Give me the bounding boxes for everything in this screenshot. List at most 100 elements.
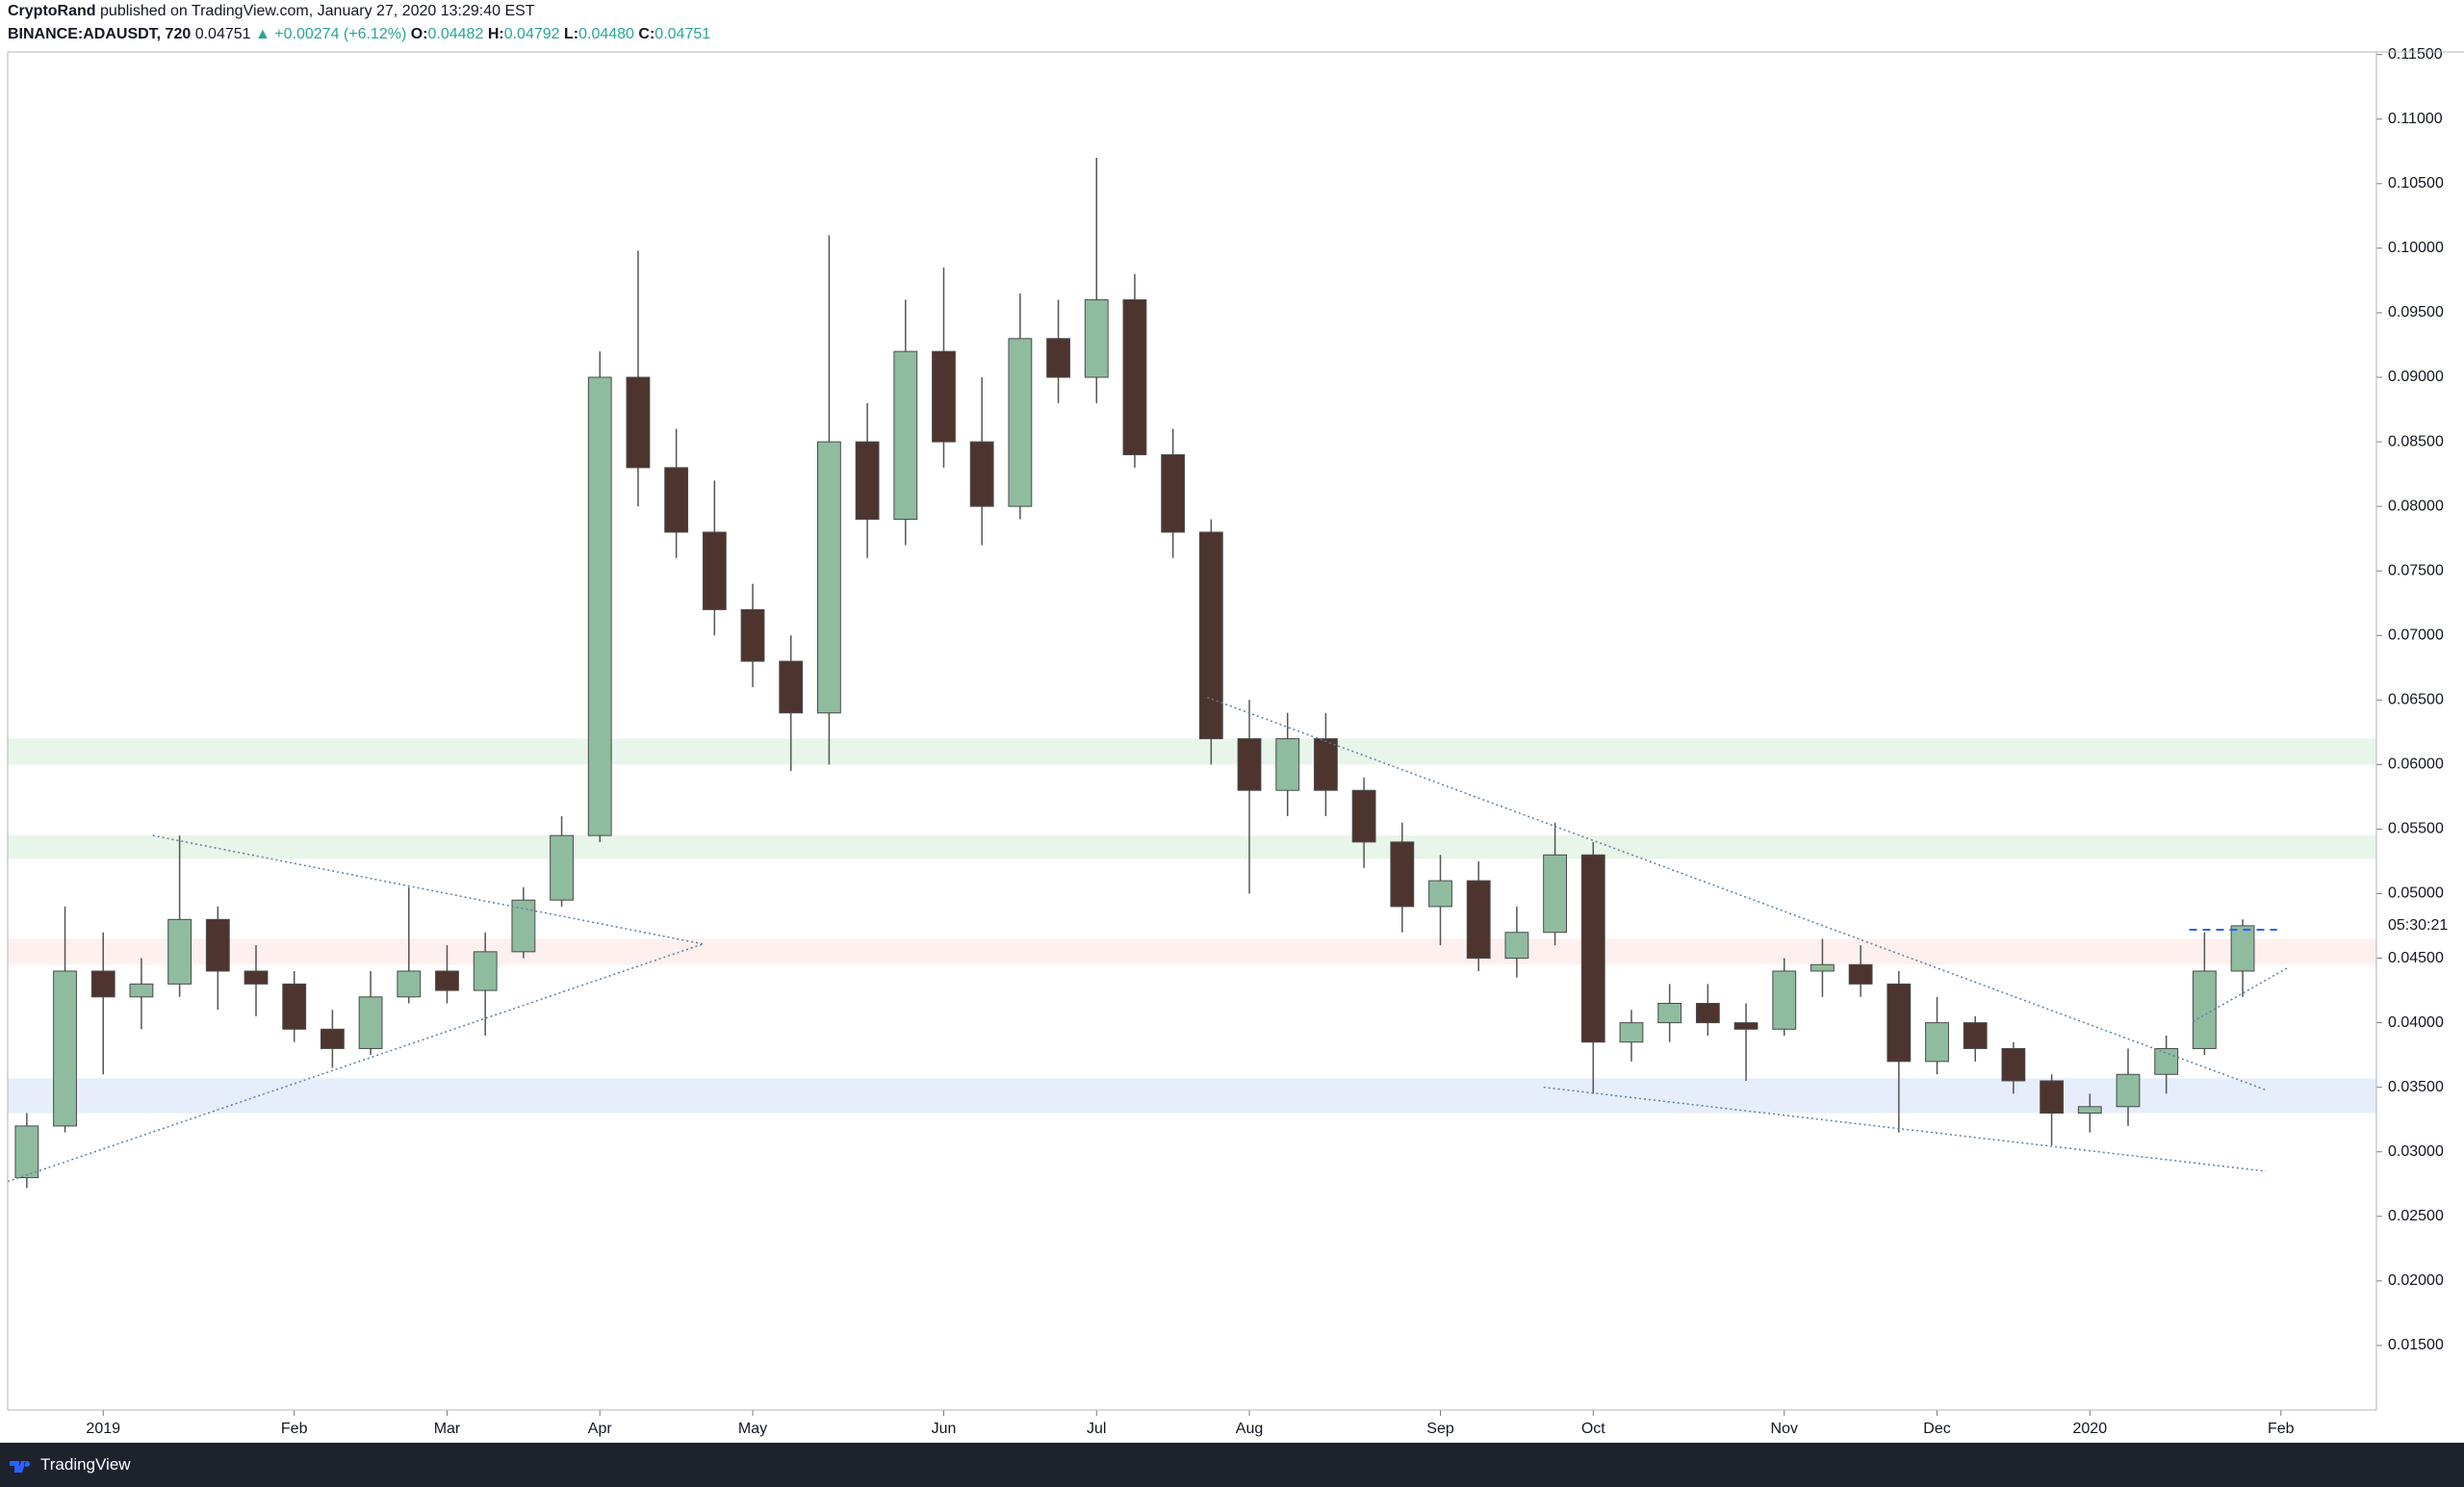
x-tick-label: Mar: [434, 1421, 461, 1437]
y-tick-label: 0.07000: [2388, 627, 2444, 643]
c-label: C:: [638, 26, 655, 42]
candle-body: [1198, 531, 1223, 740]
candle-body: [435, 970, 459, 991]
candle-body: [244, 970, 269, 985]
y-tick-label: 0.06500: [2388, 692, 2444, 708]
trendline: [1543, 1086, 2266, 1172]
candle-body: [282, 983, 307, 1030]
candle-body: [1695, 1003, 1720, 1024]
x-tick-label: 2020: [2073, 1421, 2108, 1437]
header-line: CryptoRand published on TradingView.com,…: [8, 0, 2464, 23]
candle-body: [473, 951, 498, 991]
candle-body: [205, 918, 230, 972]
candle-body: [664, 467, 689, 533]
zone: [8, 1078, 2376, 1114]
candle-body: [587, 376, 612, 836]
x-tick-label: Dec: [1923, 1421, 1950, 1437]
trendline: [152, 834, 704, 945]
h: 0.04792: [503, 26, 560, 42]
trendline: [7, 943, 704, 1183]
y-tick-label: 0.06000: [2388, 756, 2444, 773]
x-tick-label: May: [738, 1421, 767, 1437]
candle-body: [626, 376, 651, 469]
candle-body: [14, 1125, 39, 1179]
trendline: [2193, 966, 2290, 1022]
candle-body: [779, 660, 804, 714]
x-tick-label: Oct: [1581, 1421, 1605, 1437]
countdown: 05:30:21: [2388, 917, 2448, 934]
y-tick-label: 0.11000: [2388, 111, 2443, 127]
y-tick-label: 0.08000: [2388, 498, 2444, 514]
x-tick-label: Jul: [1087, 1421, 1106, 1437]
x-tick-label: Sep: [1426, 1421, 1454, 1437]
candle-body: [1619, 1022, 1644, 1043]
y-tick-label: 0.03000: [2388, 1143, 2444, 1160]
candle-body: [1848, 963, 1873, 985]
candle-body: [1580, 854, 1605, 1043]
y-tick-label: 0.02500: [2388, 1208, 2444, 1224]
candle-body: [2116, 1073, 2141, 1108]
candle-body: [817, 441, 841, 714]
candle-body: [1963, 1022, 1988, 1049]
candle-body: [1237, 738, 1262, 791]
x-tick-label: Apr: [588, 1421, 613, 1437]
candle-body: [1314, 738, 1338, 791]
candle-body: [1046, 338, 1070, 378]
candle-body: [1925, 1022, 1949, 1063]
l-label: L:: [564, 26, 579, 42]
candle-body: [1351, 789, 1376, 843]
published: published on TradingView.com, January 27…: [100, 3, 535, 19]
x-tick-label: Aug: [1236, 1421, 1263, 1437]
candle-body: [1122, 299, 1147, 455]
y-tick-label: 0.02000: [2388, 1272, 2444, 1289]
last: 0.04751: [194, 26, 251, 42]
candle-body: [167, 918, 192, 985]
candle-body: [2040, 1080, 2065, 1115]
y-tick-label: 0.05500: [2388, 821, 2444, 837]
y-tick-label: 0.07500: [2388, 562, 2444, 578]
x-tick-label: Feb: [2268, 1421, 2295, 1437]
candle-body: [550, 834, 574, 901]
candle-body: [1886, 983, 1912, 1063]
candle-body: [740, 608, 765, 662]
author: CryptoRand: [8, 3, 96, 19]
candle-body: [129, 983, 154, 998]
candle-body: [969, 441, 994, 507]
candle-body: [1390, 841, 1415, 908]
zone: [8, 938, 2376, 965]
header: CryptoRand published on TradingView.com,…: [0, 0, 2464, 52]
candle-body: [1466, 880, 1491, 960]
y-tick-label: 0.09000: [2388, 369, 2444, 385]
candle-body: [1733, 1022, 1758, 1030]
candle-body: [1275, 738, 1300, 791]
y-tick-label: 0.04500: [2388, 950, 2444, 966]
y-tick-label: 0.08500: [2388, 433, 2444, 449]
x-tick-label: Nov: [1771, 1421, 1798, 1437]
y-tick-label: 0.09500: [2388, 304, 2444, 320]
x-tick-label: Feb: [281, 1421, 308, 1437]
o: 0.04482: [427, 26, 484, 42]
candle-body: [397, 970, 422, 998]
zone: [8, 835, 2376, 859]
brand: TradingView: [40, 1455, 131, 1474]
candle-body: [1657, 1003, 1682, 1024]
y-tick-label: 0.01500: [2388, 1337, 2444, 1353]
c: 0.04751: [654, 26, 711, 42]
candle-body: [1161, 453, 1186, 533]
candle-body: [511, 899, 536, 953]
y-tick-label: 0.05000: [2388, 885, 2444, 902]
h-label: H:: [487, 26, 504, 42]
y-tick-label: 0.03500: [2388, 1079, 2444, 1095]
header-line: BINANCE:ADAUSDT, 720 0.04751 ▲ +0.00274 …: [8, 23, 2464, 46]
o-label: O:: [410, 26, 428, 42]
candle-body: [893, 350, 918, 521]
candle-body: [2192, 970, 2217, 1049]
y-tick-label: 0.10000: [2388, 240, 2444, 256]
candle-body: [53, 970, 77, 1127]
candle-body: [1084, 299, 1109, 378]
candle-body: [358, 996, 383, 1049]
trendline: [1207, 696, 2267, 1091]
y-tick-label: 0.04000: [2388, 1014, 2444, 1031]
candle-body: [932, 350, 956, 443]
